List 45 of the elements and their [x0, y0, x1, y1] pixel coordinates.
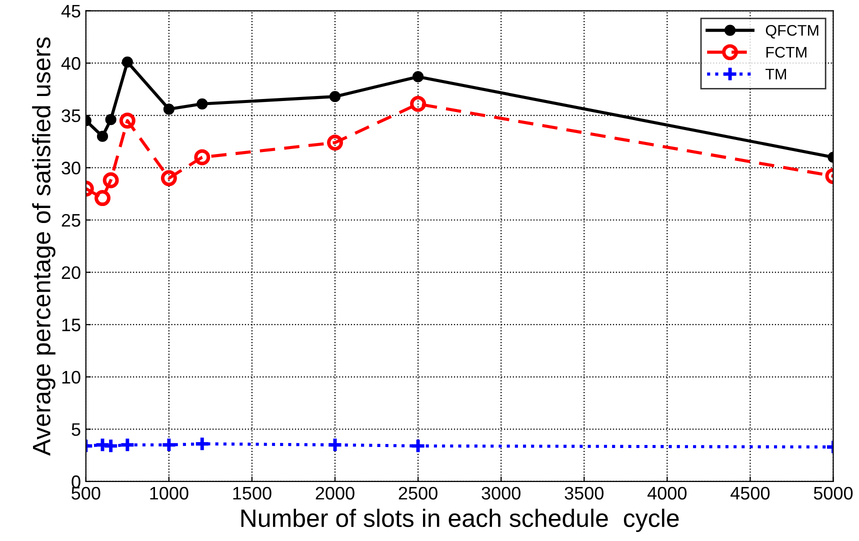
x-tick-label: 2000 — [316, 486, 354, 500]
y-tick-label: 10 — [62, 370, 80, 384]
point — [410, 438, 426, 454]
point — [327, 134, 343, 151]
x-tick-label: 500 — [72, 486, 100, 500]
x-tick-label: 3500 — [564, 486, 604, 500]
legend-label: FCTM — [766, 46, 806, 58]
x-tick-label: 4000 — [647, 486, 687, 500]
y-tick-label: 35 — [62, 109, 80, 122]
y-tick-label: 20 — [62, 266, 80, 280]
y-tick-label: 25 — [62, 214, 80, 227]
point — [105, 114, 116, 126]
point — [327, 436, 343, 453]
x-tick-label: 1500 — [233, 486, 272, 500]
x-tick-label: 2500 — [398, 486, 438, 500]
point — [196, 98, 208, 110]
y-tick-label: 40 — [61, 57, 80, 70]
legend-label: QFCTM — [766, 24, 818, 39]
point — [102, 438, 119, 454]
x-tick-label: 5000 — [814, 486, 853, 500]
y-axis-title: Average percentage of satisfied users — [32, 37, 56, 456]
legend-label: TM — [766, 68, 786, 80]
y-tick-label: 45 — [61, 4, 80, 18]
point — [410, 96, 426, 112]
point — [94, 190, 110, 206]
y-tick-label: 5 — [72, 423, 80, 436]
point — [160, 170, 177, 186]
point — [194, 149, 210, 166]
x-tick-label: 1000 — [150, 486, 188, 500]
point — [122, 56, 133, 68]
point — [412, 71, 424, 82]
x-tick-label: 3000 — [482, 486, 520, 500]
point — [96, 130, 108, 142]
point — [160, 436, 177, 453]
y-tick-label: 15 — [62, 318, 80, 332]
y-tick-label: 30 — [62, 162, 80, 174]
point — [94, 436, 110, 453]
x-tick-label: 4500 — [730, 486, 770, 500]
point — [102, 172, 119, 188]
point — [194, 436, 210, 452]
point — [119, 112, 136, 129]
point — [119, 436, 136, 453]
point — [329, 91, 341, 102]
point — [163, 104, 174, 115]
x-axis-title: Number of slots in each schedule cycle — [241, 508, 679, 532]
